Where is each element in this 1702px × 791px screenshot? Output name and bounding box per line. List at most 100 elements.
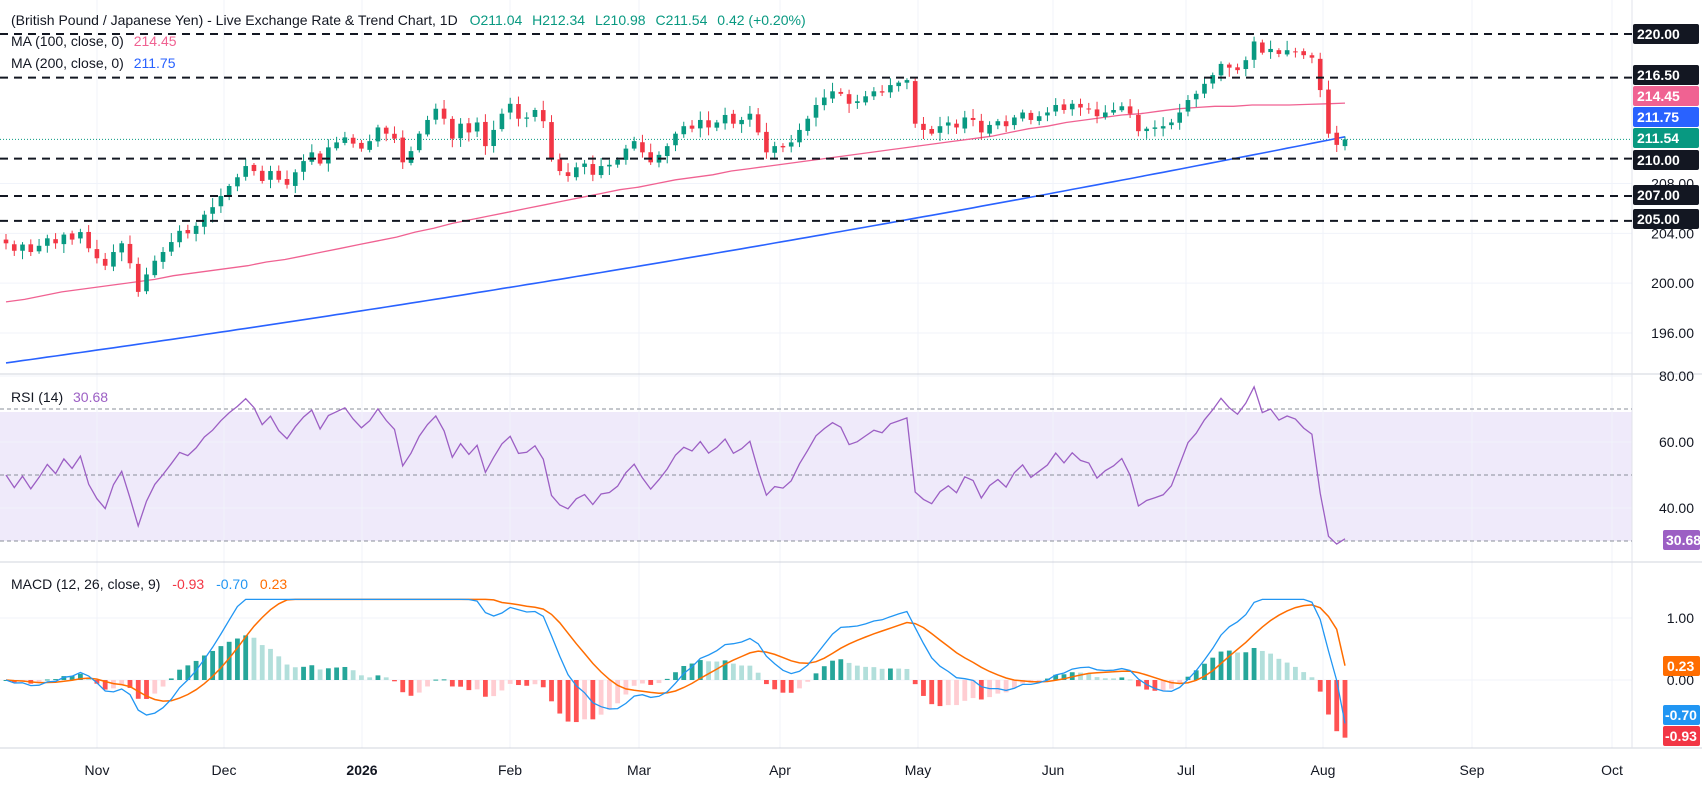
macd-hist-bar — [135, 680, 141, 699]
svg-text:(British Pound / Japanese Yen): (British Pound / Japanese Yen) - Live Ex… — [11, 12, 806, 28]
macd-hist-bar — [780, 680, 786, 693]
candle-body — [1078, 103, 1083, 108]
macd-hist-bar — [499, 680, 505, 691]
candle-body — [251, 164, 257, 172]
candle-body — [739, 119, 744, 125]
candle-body — [11, 244, 17, 251]
candle-body — [61, 234, 67, 245]
svg-text:MA (100, close, 0) 214.4: MA (100, close, 0) 214.45 — [11, 33, 177, 49]
candle-body — [640, 142, 645, 153]
candle-body — [615, 159, 620, 165]
macd-hist-bar — [1152, 680, 1158, 691]
candle-body — [979, 120, 984, 133]
candle-body — [607, 164, 612, 167]
candle-body — [383, 127, 389, 134]
x-tick-label: Aug — [1311, 762, 1336, 778]
macd-hist-bar — [235, 638, 240, 680]
macd-histogram[interactable] — [3, 635, 1348, 738]
candle-body — [301, 161, 306, 172]
candle-body — [1152, 127, 1158, 129]
candles[interactable] — [3, 36, 1348, 297]
rsi-band-fill — [0, 412, 1632, 541]
candle-body — [350, 137, 356, 144]
macd-hist-bar — [268, 648, 273, 680]
candle-body — [499, 113, 505, 130]
macd-hist-bar — [466, 680, 472, 691]
legend-ma200-value: 211.75 — [134, 55, 176, 71]
horizontal-levels[interactable] — [0, 33, 1632, 222]
legend-high: H212.34 — [532, 12, 585, 28]
x-tick-label: Nov — [85, 762, 110, 778]
candle-body — [838, 91, 844, 94]
macd-hist-bar — [978, 680, 984, 700]
candle-body — [1036, 116, 1042, 121]
rsi-legend[interactable]: RSI (14) 30.68 — [11, 389, 108, 405]
tag-signal: 0.23 — [1663, 656, 1700, 676]
macd-hist-bar — [1111, 678, 1116, 680]
macd-hist-bar — [1202, 663, 1207, 680]
candle-body — [1111, 109, 1116, 113]
candle-body — [218, 195, 224, 207]
candle-body — [1069, 103, 1075, 110]
macd-hist-bar — [86, 677, 92, 680]
candle-body — [94, 249, 100, 259]
macd-hist-bar — [1020, 680, 1026, 684]
candle-body — [582, 163, 587, 167]
candle-body — [177, 230, 182, 243]
macd-hist-bar — [1086, 673, 1092, 680]
legend-ma200-label: MA (200, close, 0) — [11, 55, 124, 71]
macd-hist-bar — [565, 680, 571, 722]
rsi-legend-value: 30.68 — [73, 389, 108, 405]
candle-body — [1251, 41, 1257, 60]
tag-signal-text: 0.23 — [1667, 658, 1694, 674]
macd-hist-bar — [334, 667, 340, 680]
tag-macd: -0.70 — [1663, 705, 1700, 725]
candle-body — [664, 146, 670, 157]
macd-hist-bar — [375, 675, 381, 680]
macd-hist-bar — [160, 680, 166, 687]
candle-body — [797, 129, 802, 143]
candle-body — [53, 239, 58, 244]
candle-body — [1119, 106, 1125, 111]
candle-body — [78, 232, 83, 239]
candle-body — [334, 142, 339, 149]
candle-body — [1012, 117, 1017, 126]
macd-hist-bar — [36, 680, 42, 683]
macd-hist-bar — [772, 680, 778, 690]
ma100-line[interactable] — [5, 102, 1346, 303]
main-legend[interactable]: (British Pound / Japanese Yen) - Live Ex… — [11, 12, 806, 71]
ma200-line[interactable] — [5, 136, 1346, 364]
macd-legend-signal: 0.23 — [260, 576, 287, 592]
rsi-line[interactable] — [5, 385, 1346, 545]
candle-body — [830, 91, 835, 99]
macd-legend[interactable]: MACD (12, 26, close, 9) -0.93 -0.70 0.23 — [11, 576, 287, 592]
macd-hist-bar — [1185, 676, 1191, 680]
macd-hist-bar — [449, 680, 455, 687]
tag-hist-text: -0.93 — [1665, 728, 1697, 744]
macd-hist-bar — [673, 672, 678, 680]
macd-hist-bar — [888, 668, 893, 680]
macd-hist-bar — [995, 680, 1001, 694]
macd-hist-bar — [1135, 680, 1141, 687]
macd-line[interactable] — [5, 598, 1346, 724]
candle-body — [416, 133, 422, 151]
macd-hist-bar — [1276, 658, 1282, 680]
x-tick-label: May — [905, 762, 931, 778]
candle-body — [879, 91, 885, 93]
macd-hist-bar — [218, 646, 224, 680]
macd-hist-bar — [491, 680, 497, 697]
macd-hist-bar — [301, 666, 306, 680]
candle-body — [392, 133, 397, 139]
macd-signal-line[interactable] — [5, 598, 1346, 702]
macd-hist-bar — [400, 680, 406, 693]
macd-hist-bar — [350, 670, 356, 680]
macd-hist-bar — [1342, 680, 1348, 738]
rsi-tick-label: 40.00 — [1659, 500, 1694, 516]
candle-body — [681, 126, 687, 135]
candle-body — [1293, 51, 1298, 53]
candle-body — [317, 153, 323, 164]
macd-hist-bar — [582, 680, 587, 720]
candle-body — [210, 207, 215, 214]
